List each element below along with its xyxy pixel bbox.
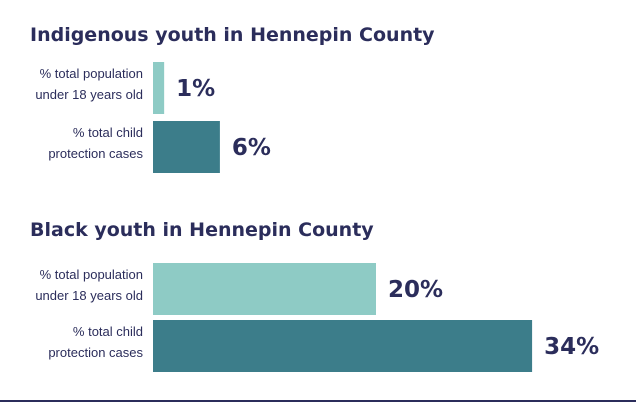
category-label: % total population (40, 267, 143, 282)
group-title: Black youth in Hennepin County (30, 219, 374, 241)
category-label: under 18 years old (35, 87, 143, 102)
category-label: protection cases (48, 146, 143, 161)
value-label: 34% (544, 334, 599, 360)
value-label: 1% (176, 76, 215, 102)
chart-group-1: Indigenous youth in Hennepin County % tot… (30, 24, 435, 173)
group-title: Indigenous youth in Hennepin County (30, 24, 435, 46)
bar-cases (153, 320, 533, 372)
chart-group-2: Black youth in Hennepin County % total po… (30, 219, 599, 372)
category-label: under 18 years old (35, 288, 143, 303)
category-label: % total population (40, 66, 143, 81)
category-label: % total child (73, 125, 143, 140)
bar-cases (153, 121, 220, 173)
category-label: % total child (73, 324, 143, 339)
bar-population (153, 263, 376, 315)
value-label: 6% (232, 135, 271, 161)
value-label: 20% (388, 277, 443, 303)
bar-population (153, 62, 165, 114)
category-label: protection cases (48, 345, 143, 360)
